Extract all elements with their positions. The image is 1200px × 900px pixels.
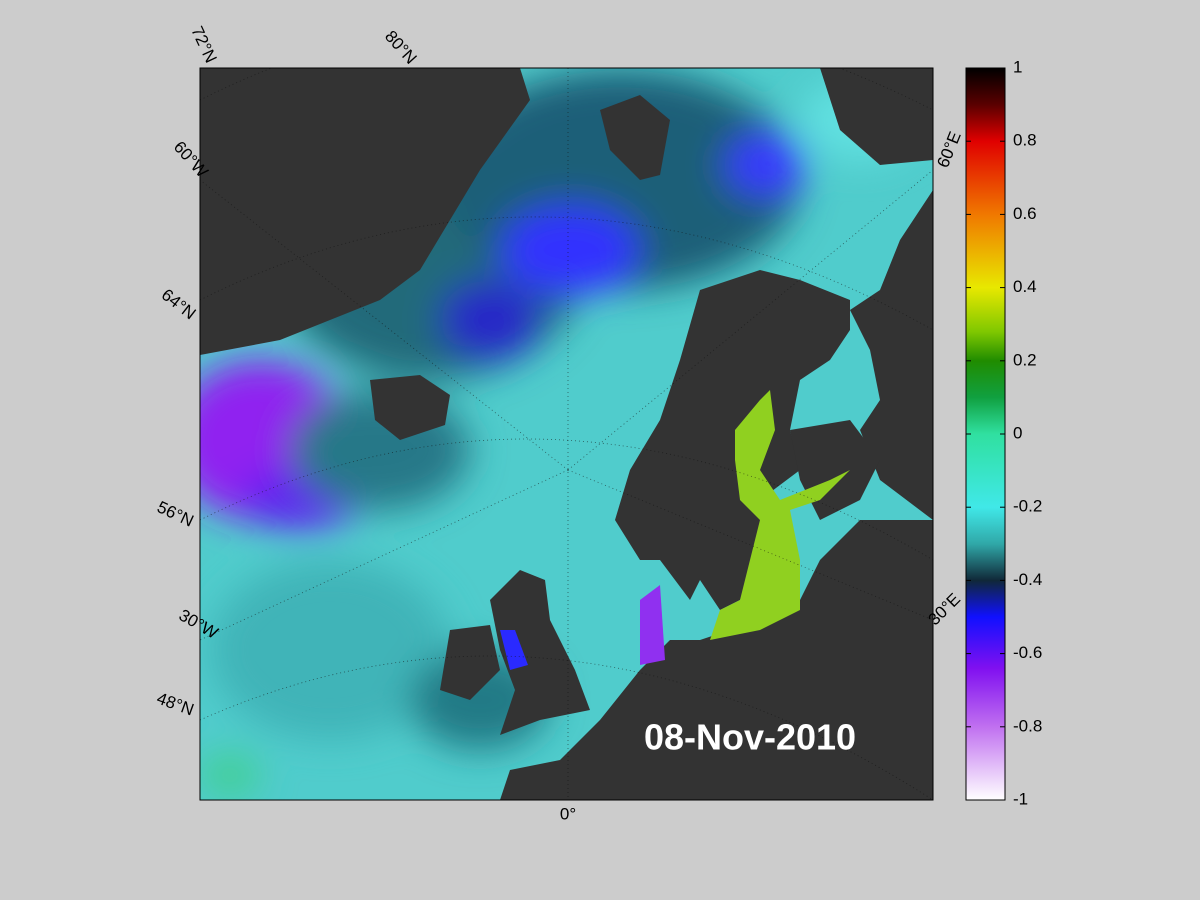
graticule-label: 64°N [158,285,200,323]
baltic-sea [710,390,850,640]
colorbar-tick-label: 0.8 [1013,131,1037,150]
graticule-label: 60°E [933,129,964,170]
continental-europe [500,520,933,800]
colorbar-tick-label: -1 [1013,789,1028,808]
graticule-label: 72°N [187,23,220,65]
anomaly-field [200,70,920,795]
irish-sea-anomaly [500,630,528,670]
graticule [200,438,933,561]
colorbar [965,67,1006,801]
colorbar-tick-label: -0.4 [1013,570,1042,589]
colorbar-tick-label: -0.6 [1013,643,1042,662]
graticule [567,469,933,621]
graticule [567,169,933,471]
colorbar-tick-label: 0.2 [1013,350,1037,369]
colorbar-tick-label: 1 [1013,57,1022,76]
iceland [370,375,450,440]
map-frame [199,67,934,801]
greenland [200,68,530,355]
colorbar-ticks: 1 0.8 0.6 0.4 0.2 0 -0.2 -0.4 -0.6 -0.8 -1 [966,57,1042,808]
novaya-zemlya [820,68,933,165]
colorbar-tick-label: 0 [1013,423,1022,442]
date-label: 08-Nov-2010 [644,717,856,758]
svalbard [600,95,670,180]
danish-coast-anomaly [640,585,665,665]
graticule-label: 48°N [154,689,196,720]
colorbar-tick-label: 0.6 [1013,204,1037,223]
graticule-label: 80°N [381,27,421,68]
ireland [440,625,500,700]
graticule-label: 0° [560,804,576,823]
colorbar-tick-label: -0.8 [1013,716,1042,735]
graticule [200,216,933,331]
russia [850,190,933,520]
great-britain [490,570,590,735]
colorbar-tick-label: 0.4 [1013,277,1037,296]
map-area [200,68,933,800]
graticule [200,655,933,800]
colorbar-tick-label: -0.2 [1013,497,1042,516]
graticule-label: 56°N [154,497,196,530]
scandinavia [615,270,850,610]
